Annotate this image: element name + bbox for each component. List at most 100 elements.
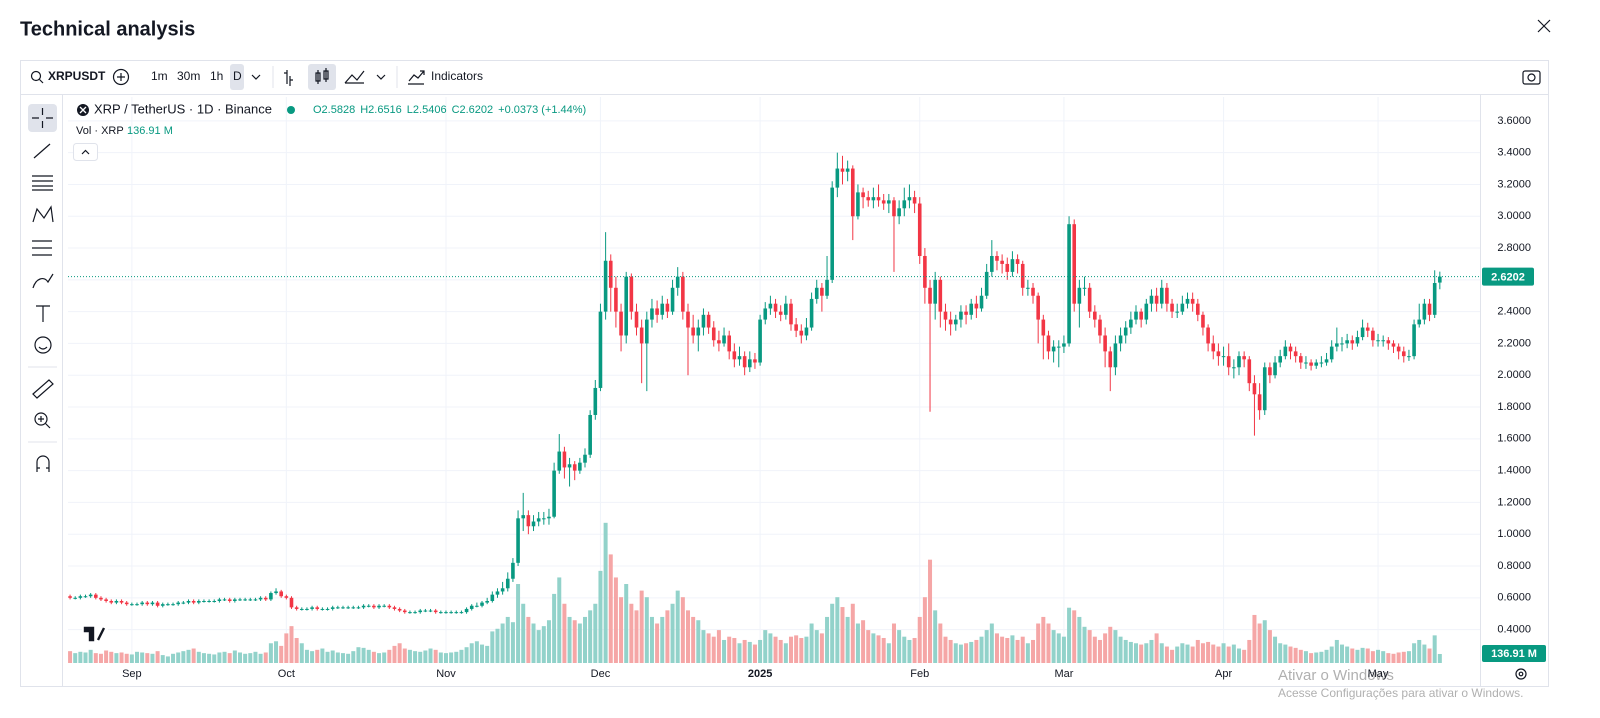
volume-bar [943, 636, 948, 663]
volume-bar [1257, 623, 1262, 663]
volume-bar [320, 648, 325, 663]
candle-body [1093, 311, 1097, 320]
candle-body [346, 607, 350, 609]
zoom-tool[interactable] [34, 412, 51, 429]
volume-bar [1031, 639, 1036, 663]
volume-bar [886, 643, 891, 663]
volume-bar [1195, 639, 1200, 663]
candle-body [902, 200, 907, 209]
ohlc-value: C2.6202 [452, 104, 494, 116]
trend-line-tool[interactable] [33, 143, 51, 159]
candle-body [160, 604, 165, 606]
volume-bar [1164, 646, 1169, 663]
candle-body [763, 308, 768, 320]
volume-bar [371, 651, 376, 663]
volume-bar [1061, 636, 1066, 663]
brush-tool[interactable] [32, 273, 54, 289]
interval[interactable]: D [233, 69, 242, 83]
volume-bar [644, 597, 649, 663]
volume-bar [706, 633, 711, 663]
candle-body [433, 610, 438, 613]
volume-bar [722, 639, 727, 663]
bars-icon[interactable] [284, 70, 293, 86]
interval[interactable]: 1h [210, 69, 223, 83]
candle-body [933, 279, 937, 304]
y-tick-label: 1.8000 [1497, 401, 1531, 413]
candle-body [1185, 298, 1190, 304]
compare-button[interactable] [112, 68, 130, 86]
candle-body [912, 197, 917, 204]
candle-body [691, 327, 695, 336]
volume-bar [938, 623, 943, 663]
candle-body [104, 599, 108, 601]
volume-bar [289, 626, 294, 663]
indicators-button[interactable]: Indicators [408, 69, 483, 85]
candle-body [1309, 362, 1313, 366]
volume-bar [340, 653, 345, 663]
forecast-tool[interactable] [32, 240, 52, 256]
candles-icon[interactable] [315, 68, 329, 84]
volume-bar [897, 630, 902, 663]
candle-body [1252, 383, 1257, 395]
icon-tool[interactable] [34, 336, 52, 354]
y-tick-label: 3.0000 [1497, 210, 1531, 222]
volume-bar [546, 620, 551, 663]
volume-bar [1149, 639, 1154, 663]
candle-body [670, 287, 675, 312]
volume-bar [88, 649, 93, 663]
chart-type-menu[interactable] [376, 74, 386, 80]
volume-bar [562, 603, 567, 663]
settings-button[interactable] [1515, 668, 1527, 680]
candle-body [279, 591, 283, 597]
candle-body [1371, 330, 1375, 341]
volume-bar [160, 655, 165, 663]
candle-body [778, 311, 783, 315]
candle-body [1159, 287, 1164, 304]
collapse-legend[interactable] [73, 143, 98, 161]
candle-body [361, 605, 366, 608]
candle-body [948, 319, 953, 325]
volume-bar [443, 653, 448, 663]
symbol-search[interactable]: XRPUSDT [30, 69, 107, 84]
area-icon[interactable] [344, 70, 365, 84]
ruler-tool[interactable] [32, 379, 54, 399]
pattern-tool[interactable] [32, 205, 54, 223]
candle-body [505, 578, 510, 589]
volume-bar [1324, 649, 1329, 663]
candle-body [856, 192, 860, 217]
y-tick-label: 1.0000 [1497, 528, 1531, 540]
volume-bar [1278, 643, 1283, 663]
magnet-tool[interactable] [36, 455, 50, 472]
volume-bar [93, 653, 98, 663]
volume-bar [274, 641, 279, 663]
volume-bar [135, 651, 140, 663]
crosshair-tool[interactable] [32, 108, 53, 128]
candle-body [825, 279, 829, 296]
candle-body [624, 276, 629, 336]
volume-bar [1412, 643, 1417, 663]
screenshot-button[interactable] [1522, 70, 1541, 85]
volume-bar [794, 635, 799, 663]
candle-body [1190, 298, 1195, 304]
volume-bar [1154, 633, 1159, 663]
candle-body [1237, 356, 1241, 368]
candle-body [1201, 314, 1205, 328]
volume-bar [1386, 653, 1391, 663]
y-tick-label: 1.2000 [1497, 496, 1531, 508]
volume-bar [696, 620, 701, 663]
candle-body [979, 295, 984, 309]
volume-bar [866, 630, 871, 663]
interval[interactable]: 1m [151, 69, 168, 83]
interval-menu[interactable] [251, 74, 261, 80]
close-button[interactable] [1537, 19, 1551, 33]
candle-body [1082, 287, 1087, 289]
symbol: XRPUSDT [48, 69, 106, 83]
candle-body [423, 610, 428, 612]
volume-bar [232, 650, 237, 663]
fib-tool[interactable] [32, 175, 53, 191]
candle-body [459, 612, 464, 614]
volume-bar [752, 644, 757, 663]
text-tool[interactable] [36, 305, 50, 322]
interval[interactable]: 30m [177, 69, 200, 83]
candle-body [475, 605, 479, 607]
